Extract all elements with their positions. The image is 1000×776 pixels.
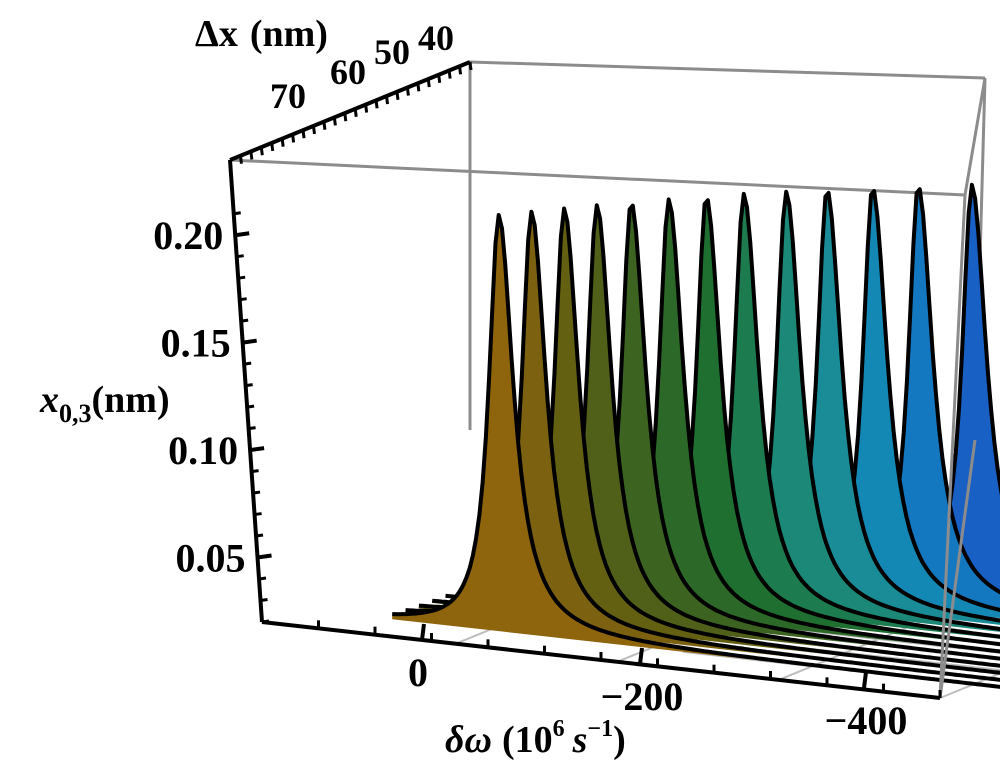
z-minor-tick-0 [228, 159, 233, 169]
z-minor-tick-8 [311, 125, 316, 135]
y-tick-label-1: 0.10 [168, 428, 238, 473]
y-minor-tick-7 [251, 469, 259, 474]
z-minor-tick-2 [249, 151, 254, 160]
y-minor-tick-8 [249, 447, 258, 452]
box-edge-top-right [963, 77, 987, 196]
y-minor-tick-15 [239, 297, 247, 302]
y-tick-label-0: 0.05 [176, 536, 246, 581]
ridges-group [392, 182, 1000, 689]
y-minor-tick-2 [258, 576, 267, 581]
z-minor-tick-22 [458, 66, 463, 75]
y-tick-label-2: 0.15 [161, 321, 231, 366]
y-minor-tick-3 [257, 555, 265, 560]
z-minor-tick-5 [280, 138, 285, 147]
ridge-fill-dx-70 [392, 215, 1000, 688]
x-tick-mark-0 [420, 623, 426, 641]
z-minor-tick-9 [322, 121, 327, 130]
z-minor-tick-10 [332, 117, 337, 126]
y-minor-tick-9 [248, 426, 256, 431]
y-minor-tick-14 [240, 318, 249, 323]
z-minor-tick-7 [301, 129, 306, 139]
x-tick-mark-1 [638, 647, 644, 665]
y-axis-ticks: 0.05 0.10 0.15 0.20 [153, 211, 272, 624]
y-minor-tick-11 [245, 383, 253, 388]
y-minor-tick-4 [255, 533, 264, 538]
z-minor-tick-14 [374, 100, 379, 109]
z-axis-label: Δx (nm) [195, 13, 328, 55]
y-minor-tick-10 [246, 404, 255, 409]
z-minor-tick-11 [343, 112, 348, 122]
ridge-line-dx-68 [405, 209, 1000, 682]
z-minor-tick-23 [468, 61, 473, 71]
floor-grid-line-z-1 [749, 623, 1000, 654]
box-edge-front-right-vertical [938, 194, 967, 699]
z-minor-tick-13 [364, 104, 369, 113]
y-minor-tick-17 [236, 254, 244, 259]
y-minor-tick-1 [260, 598, 268, 602]
box-edge-top-front [229, 158, 966, 197]
y-minor-tick-6 [252, 490, 261, 495]
x-tick-label-2: −400 [825, 698, 908, 743]
z-minor-tick-19 [426, 78, 431, 88]
box-edge-floor-right [938, 439, 977, 699]
z-minor-tick-16 [395, 91, 400, 101]
ridge-line-dx-70 [392, 213, 1000, 689]
z-tick-label-1: 60 [330, 52, 366, 92]
x-axis-label: δω (106 s−1) [445, 716, 626, 761]
x-axis-ticks: 0 −200 −400 [260, 614, 942, 743]
x-tick-label-0: 0 [408, 650, 428, 695]
z-axis-ticks: 70 60 50 40 [228, 18, 473, 169]
y-minor-tick-19 [233, 211, 241, 216]
z-minor-tick-18 [416, 83, 421, 92]
y-minor-tick-13 [242, 340, 250, 345]
z-minor-tick-4 [270, 142, 275, 152]
z-tick-label-2: 50 [374, 32, 410, 72]
y-axis-label: x0,3(nm) [39, 379, 170, 428]
z-minor-tick-6 [291, 134, 296, 143]
z-tick-label-3: 40 [418, 18, 454, 58]
y-minor-tick-12 [243, 361, 252, 366]
z-minor-tick-3 [259, 147, 264, 156]
y-minor-tick-5 [254, 512, 262, 517]
ridge-fill-dx-68 [405, 211, 1000, 681]
floor-grid-line-x-minor-1 [939, 672, 1000, 699]
box-edge-front-left-vertical [228, 159, 264, 623]
y-minor-tick-16 [237, 275, 246, 280]
z-minor-tick-21 [447, 70, 452, 79]
box-edge-back-top [469, 60, 986, 80]
y-minor-tick-18 [234, 232, 243, 237]
z-minor-tick-20 [437, 74, 442, 83]
z-minor-tick-1 [238, 155, 243, 164]
z-tick-label-0: 70 [270, 76, 306, 116]
y-tick-label-3: 0.20 [153, 213, 223, 258]
box-edge-depth-top-left [229, 60, 471, 162]
x-tick-label-1: −200 [601, 674, 684, 719]
z-minor-tick-15 [385, 95, 390, 105]
z-minor-tick-17 [405, 87, 410, 96]
x-tick-mark-2 [862, 671, 868, 689]
ridge-fill-dx-56 [485, 193, 1000, 639]
ridge-fill-dx-58 [472, 200, 1000, 646]
z-minor-tick-12 [353, 108, 358, 118]
ridge-fill-dx-48 [538, 189, 1000, 612]
